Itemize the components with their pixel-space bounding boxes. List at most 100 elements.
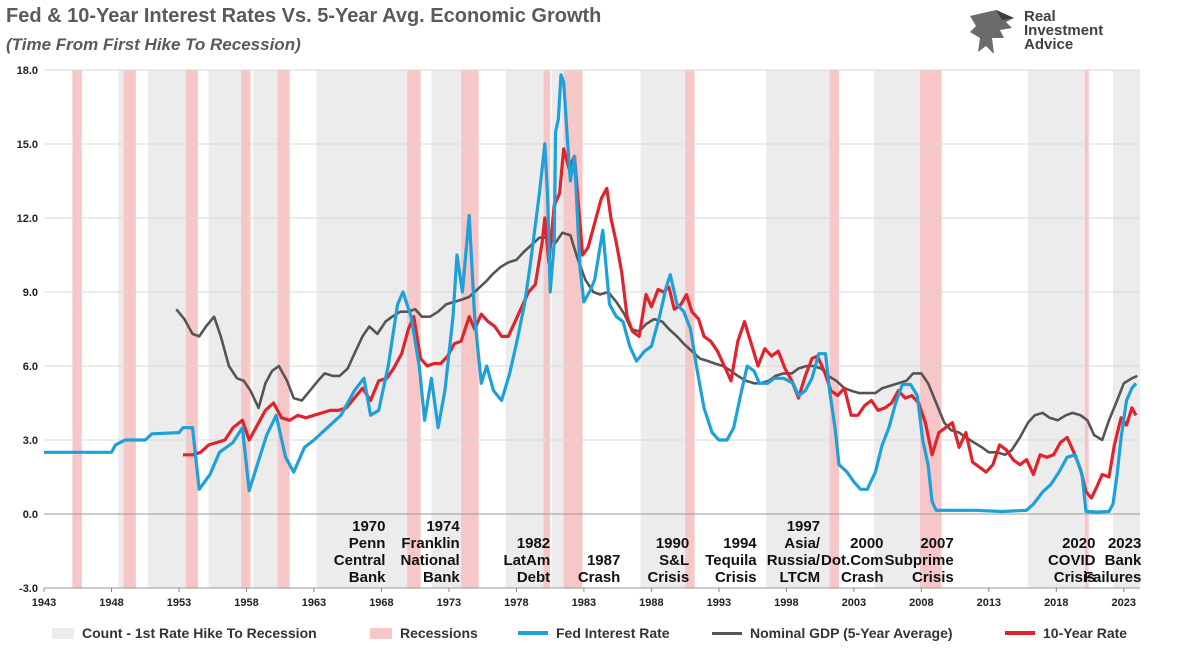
count-period-band: [766, 70, 830, 588]
recession-band: [543, 70, 551, 588]
y-tick-label: 18.0: [17, 65, 38, 77]
recession-band: [185, 70, 198, 588]
y-tick-label: -3.0: [19, 583, 38, 595]
crisis-label-line: 1987: [587, 552, 620, 569]
crisis-label: 1994 Tequila Crisis: [705, 535, 757, 586]
crisis-label-line: 2000: [850, 535, 883, 552]
x-tick-label: 2023: [1112, 597, 1136, 609]
count-period-band: [208, 70, 242, 588]
crisis-label-line: Crisis: [1054, 569, 1096, 586]
legend-label-fed: Fed Interest Rate: [556, 625, 670, 641]
x-tick-label: 2018: [1044, 597, 1068, 609]
rates-vs-growth-chart: 18.0 15.0 12.0 9.0 6.0 3.0 0.0 -3.0 1943 1948 195…: [17, 65, 1142, 609]
legend-item-ten: 10-Year Rate: [1005, 625, 1127, 641]
x-tick-label: 2013: [977, 597, 1001, 609]
recession-band: [277, 70, 290, 588]
crisis-label-line: 1994: [723, 535, 757, 552]
chart-title: Fed & 10-Year Interest Rates Vs. 5-Year …: [6, 5, 602, 27]
y-tick-label: 3.0: [23, 435, 38, 447]
crisis-label-line: LTCM: [780, 569, 821, 586]
crisis-label-line: Crash: [841, 569, 884, 586]
legend-swatch-gdp: [712, 631, 742, 635]
y-tick-label: 0.0: [23, 509, 38, 521]
crisis-label-line: Crash: [578, 569, 621, 586]
logo-line-1: Real: [1024, 8, 1056, 25]
recession-band: [123, 70, 136, 588]
count-period-band: [253, 70, 278, 588]
crisis-label-line: 1982: [517, 535, 550, 552]
crisis-label: 1987 Crash: [578, 552, 621, 586]
crisis-label-line: Subprime: [885, 552, 954, 569]
crisis-label-line: Crisis: [715, 569, 757, 586]
series-line-ten: [183, 147, 1138, 500]
crisis-annotations: 1970 Penn Central Bank 1974 Franklin National B…: [334, 518, 1142, 586]
crisis-label-line: Central: [334, 552, 386, 569]
x-tick-label: 2003: [842, 597, 866, 609]
chart-legend: Count - 1st Rate Hike To Recession Reces…: [40, 625, 1160, 647]
count-period-band: [316, 70, 408, 588]
y-tick-label: 12.0: [17, 213, 38, 225]
x-tick-label: 1968: [369, 597, 393, 609]
y-tick-label: 6.0: [23, 361, 38, 373]
crisis-label-line: 1990: [656, 535, 689, 552]
y-tick-label: 9.0: [23, 287, 38, 299]
count-period-band: [874, 70, 920, 588]
crisis-label: 1970 Penn Central Bank: [334, 518, 386, 586]
legend-swatch-ten: [1005, 631, 1035, 635]
x-tick-label: 1953: [167, 597, 191, 609]
crisis-label-line: Failures: [1084, 569, 1142, 586]
company-logo: Real Investment Advice: [966, 8, 1156, 58]
crisis-label-line: Bank: [349, 569, 386, 586]
crisis-label-line: Tequila: [705, 552, 757, 569]
y-axis-ticks: 18.0 15.0 12.0 9.0 6.0 3.0 0.0 -3.0: [17, 65, 38, 595]
crisis-label-line: Franklin: [401, 535, 459, 552]
crisis-label-line: 1997: [787, 518, 820, 535]
logo-text: Real Investment Advice: [1024, 8, 1104, 52]
crisis-label-line: 1970: [352, 518, 385, 535]
legend-label-count: Count - 1st Rate Hike To Recession: [82, 625, 317, 641]
count-period-band: [147, 70, 186, 588]
x-tick-label: 1973: [437, 597, 461, 609]
x-axis-ticks: 1943 1948 1953 1958 1963 1968 1973 1978 1983 1988…: [32, 588, 1136, 609]
y-tick-label: 15.0: [17, 139, 38, 151]
x-tick-label: 1958: [234, 597, 258, 609]
crisis-label-line: Penn: [349, 535, 386, 552]
chart-subtitle: (Time From First Hike To Recession): [6, 35, 301, 54]
series-layer: [44, 73, 1138, 514]
legend-label-ten: 10-Year Rate: [1043, 625, 1128, 641]
crisis-label-line: Crisis: [647, 569, 689, 586]
legend-item-fed: Fed Interest Rate: [518, 625, 670, 641]
legend-swatch-fed: [518, 631, 548, 635]
crisis-label: 1990 S&L Crisis: [647, 535, 689, 586]
count-period-band: [431, 70, 462, 588]
count-period-band: [640, 70, 686, 588]
crisis-label-line: LatAm: [503, 552, 550, 569]
legend-item-gdp: Nominal GDP (5-Year Average): [712, 625, 953, 641]
eagle-icon: [970, 10, 1014, 54]
crisis-label: 1982 LatAm Debt: [503, 535, 550, 586]
recession-band: [461, 70, 479, 588]
recession-band: [72, 70, 82, 588]
crisis-label-line: 1974: [426, 518, 460, 535]
crisis-label: 2020 COVID Crisis: [1048, 535, 1096, 586]
crisis-label: 2007 Subprime Crisis: [885, 535, 954, 586]
recession-band: [1084, 70, 1089, 588]
crisis-label-line: Crisis: [912, 569, 954, 586]
crisis-label-line: National: [401, 552, 460, 569]
crisis-label-line: 2023: [1108, 535, 1141, 552]
crisis-label-line: Russia/: [767, 552, 821, 569]
x-tick-label: 1978: [504, 597, 528, 609]
x-tick-label: 1963: [302, 597, 326, 609]
crisis-label-line: Dot.Com: [821, 552, 884, 569]
recession-band: [829, 70, 840, 588]
gridlines-layer: [44, 69, 1140, 589]
crisis-label-line: S&L: [659, 552, 689, 569]
legend-swatch-count: [52, 627, 74, 639]
x-tick-label: 1993: [707, 597, 731, 609]
legend-label-recessions: Recessions: [400, 625, 478, 641]
legend-swatch-recessions: [370, 627, 392, 639]
crisis-label: 1997 Asia/Russia/LTCM: [767, 518, 821, 586]
crisis-label-line: Debt: [517, 569, 550, 586]
logo-line-2: Investment: [1024, 22, 1104, 39]
crisis-label-line: 2020: [1062, 535, 1095, 552]
